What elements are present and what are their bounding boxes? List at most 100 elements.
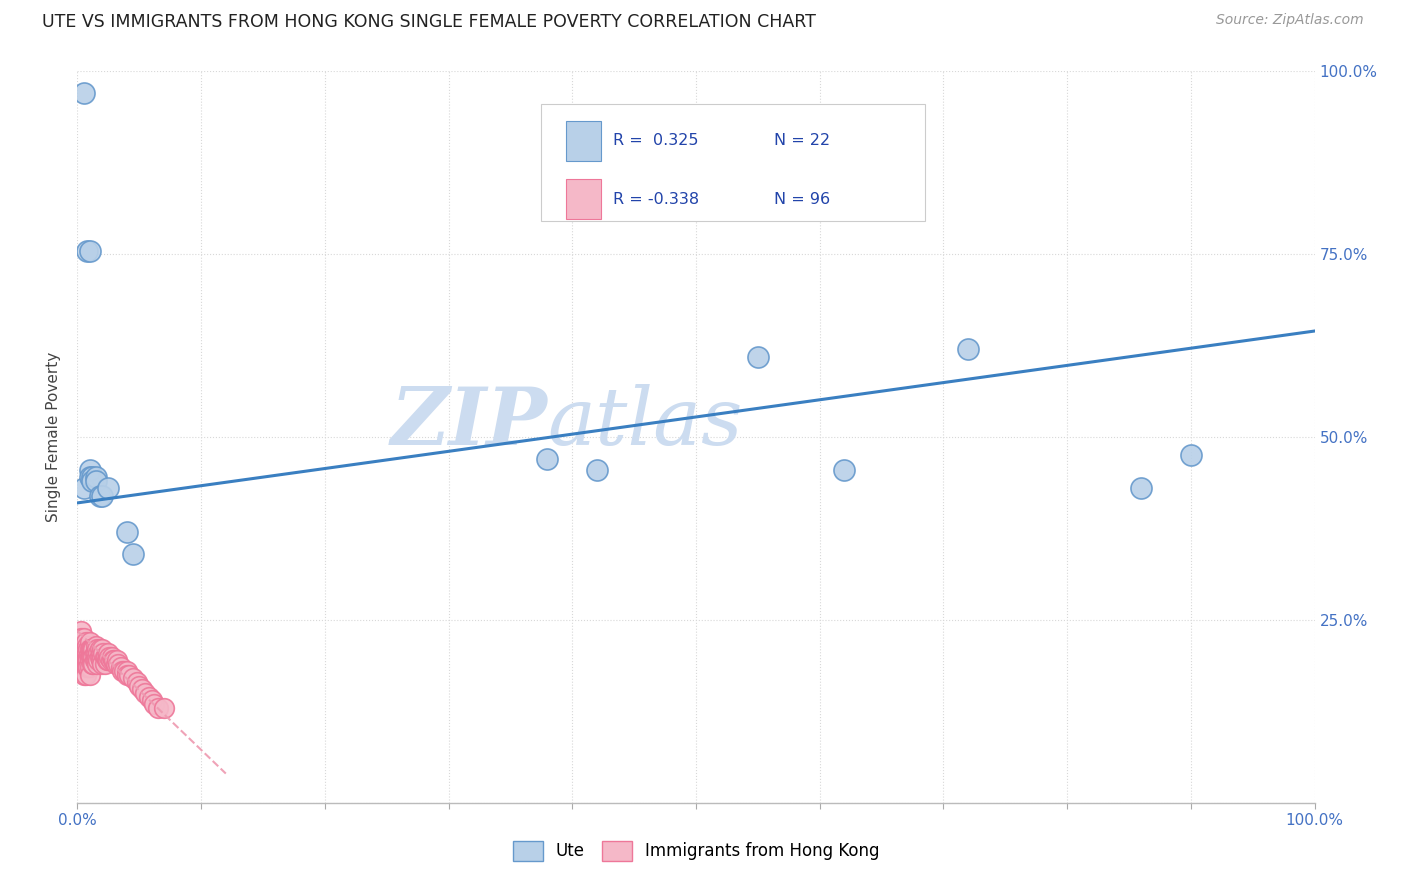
Point	[122, 547, 145, 561]
Text: R =  0.325: R = 0.325	[613, 133, 699, 148]
Point	[107, 657, 129, 671]
Point	[72, 646, 94, 660]
Point	[1180, 449, 1202, 463]
Point	[125, 675, 148, 690]
Point	[91, 489, 114, 503]
Point	[77, 653, 100, 667]
Point	[536, 452, 558, 467]
Point	[82, 474, 104, 488]
Point	[73, 660, 96, 674]
Point	[93, 657, 115, 671]
Point	[76, 244, 98, 258]
Point	[75, 642, 97, 657]
Point	[97, 653, 120, 667]
Point	[82, 642, 104, 657]
Point	[122, 672, 145, 686]
Point	[134, 686, 156, 700]
Point	[70, 624, 93, 638]
Point	[86, 657, 108, 671]
Point	[87, 646, 110, 660]
Bar	[567, 120, 600, 161]
Point	[89, 649, 111, 664]
Text: N = 22: N = 22	[773, 133, 830, 148]
Point	[79, 660, 101, 674]
Text: R = -0.338: R = -0.338	[613, 192, 699, 207]
Point	[72, 635, 94, 649]
Point	[103, 653, 125, 667]
Point	[76, 653, 98, 667]
Point	[94, 649, 117, 664]
Point	[73, 653, 96, 667]
Point	[91, 642, 114, 657]
Text: atlas: atlas	[547, 384, 742, 461]
Point	[105, 653, 128, 667]
Point	[77, 660, 100, 674]
Point	[79, 642, 101, 657]
Point	[97, 481, 120, 495]
Point	[79, 463, 101, 477]
Point	[72, 87, 94, 101]
Point	[79, 667, 101, 681]
Point	[79, 470, 101, 484]
Point	[72, 639, 94, 653]
Point	[89, 642, 111, 657]
Point	[91, 649, 114, 664]
FancyBboxPatch shape	[541, 104, 925, 221]
Text: UTE VS IMMIGRANTS FROM HONG KONG SINGLE FEMALE POVERTY CORRELATION CHART: UTE VS IMMIGRANTS FROM HONG KONG SINGLE …	[42, 13, 815, 31]
Point	[141, 693, 163, 707]
Point	[76, 646, 98, 660]
Point	[72, 660, 94, 674]
Point	[82, 649, 104, 664]
Point	[957, 343, 980, 357]
Point	[79, 244, 101, 258]
Point	[69, 635, 91, 649]
Point	[69, 649, 91, 664]
Point	[77, 642, 100, 657]
Point	[91, 657, 114, 671]
Bar	[567, 179, 600, 219]
Point	[84, 646, 107, 660]
Point	[72, 632, 94, 646]
Point	[90, 646, 112, 660]
Point	[72, 657, 94, 671]
Point	[91, 646, 114, 660]
Point	[84, 474, 107, 488]
Point	[79, 653, 101, 667]
Point	[115, 525, 138, 540]
Point	[72, 649, 94, 664]
Point	[128, 679, 150, 693]
Point	[73, 639, 96, 653]
Point	[80, 642, 103, 657]
Point	[110, 660, 132, 674]
Point	[98, 649, 121, 664]
Point	[83, 646, 105, 660]
Point	[89, 489, 111, 503]
Point	[103, 653, 125, 667]
Point	[77, 649, 100, 664]
Point	[90, 653, 112, 667]
Point	[72, 642, 94, 657]
Point	[79, 635, 101, 649]
Point	[97, 646, 120, 660]
Point	[73, 646, 96, 660]
Point	[101, 649, 124, 664]
Point	[76, 660, 98, 674]
Point	[84, 653, 107, 667]
Text: Source: ZipAtlas.com: Source: ZipAtlas.com	[1216, 13, 1364, 28]
Point	[82, 657, 104, 671]
Point	[1130, 481, 1153, 495]
Point	[153, 700, 176, 714]
Point	[87, 653, 110, 667]
Point	[82, 649, 104, 664]
Point	[79, 649, 101, 664]
Point	[84, 639, 107, 653]
Point	[111, 664, 134, 678]
Point	[96, 653, 118, 667]
Point	[75, 667, 97, 681]
Point	[146, 700, 169, 714]
Point	[76, 639, 98, 653]
Point	[75, 635, 97, 649]
Point	[72, 667, 94, 681]
Text: ZIP: ZIP	[391, 384, 547, 461]
Point	[115, 664, 138, 678]
